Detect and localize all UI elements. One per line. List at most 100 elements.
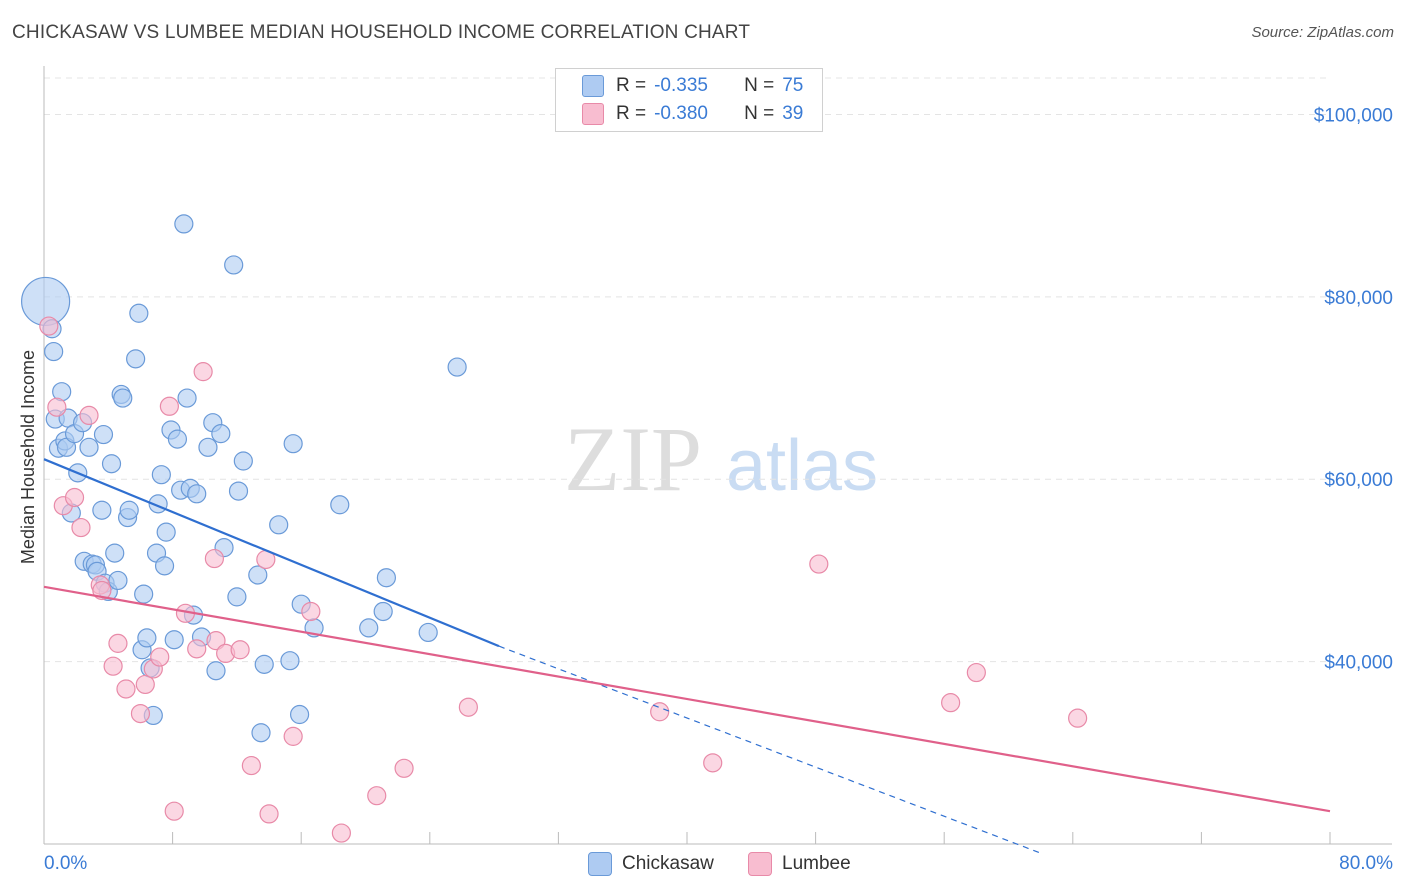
chickasaw-point [418,622,438,643]
lumbee-legend-swatch [748,852,772,876]
chickasaw-point [151,465,171,485]
lumbee-point [941,693,961,713]
lumbee-point [394,758,414,778]
chickasaw-point [174,214,194,234]
chickasaw-legend-label: Chickasaw [622,853,714,874]
watermark-atlas: atlas [726,426,878,506]
lumbee-point [130,703,151,724]
lumbee-point [283,726,303,746]
lumbee-point [103,656,123,676]
chickasaw-swatch [582,75,604,97]
watermark-zip: ZIP [564,408,702,510]
legend-r-label: R = [616,103,647,124]
legend-row-chickasaw: R = -0.335 N = 75 [582,73,803,99]
lumbee-point [64,487,85,508]
chickasaw-point [280,651,300,671]
legend-r-label: R = [616,75,647,96]
chickasaw-point [44,341,64,362]
chickasaw-point [113,388,133,408]
legend-n-label: N = [744,103,775,124]
chickasaw-point [233,451,253,471]
chickasaw-point [126,349,146,369]
chickasaw-point [137,628,157,648]
lumbee-point [71,517,91,538]
chickasaw-point [156,522,176,542]
lumbee-point [230,640,250,660]
chickasaw-point [269,515,289,535]
chickasaw-point [254,654,274,674]
chickasaw-n-value: 75 [782,75,804,96]
lumbee-point [159,396,179,416]
lumbee-point [809,554,829,574]
lumbee-point [187,639,207,659]
chickasaw-r-value: -0.335 [654,75,708,96]
lumbee-point [39,316,59,336]
chickasaw-point [177,388,197,408]
chickasaw-point [283,434,303,454]
lumbee-point [241,755,261,776]
lumbee-point [92,580,112,601]
y-axis-label: Median Household Income [18,350,38,564]
lumbee-point [116,679,136,699]
chickasaw-point [93,424,114,445]
chickasaw-point [206,661,226,681]
lumbee-point [204,548,224,569]
y-tick-label: $40,000 [1324,653,1393,674]
lumbee-point [650,702,670,722]
chickasaw-point [92,500,112,520]
correlation-legend: R = -0.335 N = 75 R = -0.380 N = 39 [555,68,823,132]
lumbee-point [164,801,184,821]
chart-title: CHICKASAW VS LUMBEE MEDIAN HOUSEHOLD INC… [12,22,751,43]
chickasaw-point [330,495,350,515]
y-tick-label: $80,000 [1324,288,1393,309]
chickasaw-point [227,587,247,607]
chickasaw-point [108,570,128,591]
source-note: Source: ZipAtlas.com [1251,24,1394,41]
lumbee-point [108,633,128,653]
chickasaw-point [154,556,175,576]
chickasaw-point [376,568,396,588]
y-tick-label: $60,000 [1324,470,1393,491]
chickasaw-point [129,303,149,323]
chickasaw-point [164,630,184,650]
chickasaw-point [187,484,207,504]
lumbee-trend-line [43,585,1331,813]
chickasaw-point [79,437,99,457]
chickasaw-point [167,429,188,449]
bottom-legend-lumbee: Lumbee [748,852,851,876]
lumbee-point [301,601,321,622]
legend-n-label: N = [744,75,775,96]
chickasaw-points [21,214,467,743]
lumbee-r-value: -0.380 [654,103,708,124]
chickasaw-point [248,565,268,585]
chickasaw-trend-extension [498,645,1041,854]
lumbee-legend-label: Lumbee [782,853,851,874]
lumbee-point [259,804,279,824]
chickasaw-point [134,584,154,604]
y-tick-label: $100,000 [1314,105,1393,126]
chickasaw-point [251,723,271,743]
lumbee-point [331,823,351,843]
lumbee-point [47,397,67,417]
chickasaw-point [224,255,244,275]
chickasaw-point [198,437,218,457]
lumbee-point [703,753,723,773]
x-tick-label-max: 80.0% [1339,853,1393,874]
chickasaw-point [359,618,379,638]
lumbee-point [367,786,387,806]
lumbee-point [150,647,170,667]
lumbee-point [966,662,986,683]
lumbee-point [206,631,226,651]
lumbee-point [458,697,478,717]
chickasaw-point [211,424,231,444]
chickasaw-point [101,454,122,474]
chickasaw-trend-line [43,458,500,648]
lumbee-point [135,674,155,695]
chickasaw-point [289,704,310,725]
chickasaw-point [119,500,139,520]
lumbee-n-value: 39 [782,103,804,124]
chickasaw-point [105,543,125,563]
lumbee-point [79,405,99,426]
chickasaw-point [447,357,467,377]
